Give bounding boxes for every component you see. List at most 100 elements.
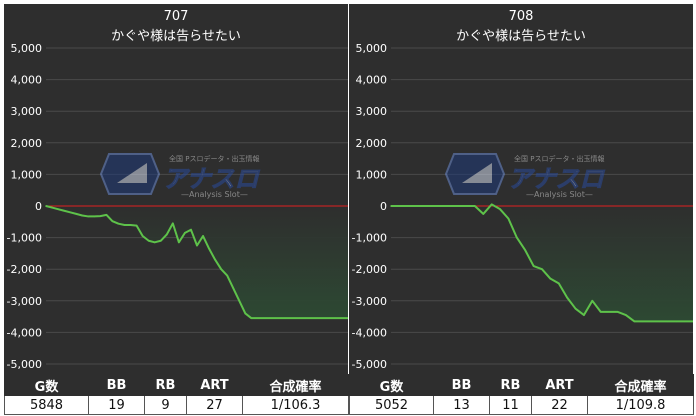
data-point [347,317,348,319]
data-point [250,317,253,319]
bb-value: 13 [433,395,490,415]
y-tick-label: 5,000 [11,42,43,55]
data-point [202,235,204,237]
data-point [244,312,247,315]
y-tick-label: 5,000 [356,42,388,55]
data-point [616,311,619,313]
data-point [625,314,627,316]
data-point [141,235,144,237]
data-point [292,317,295,319]
data-point [93,215,96,218]
svg-text:全国 Pスロデータ・出玉情報: 全国 Pスロデータ・出玉情報 [169,154,259,163]
rb-header: RB [489,374,532,396]
data-point [310,317,313,319]
y-tick-label: -4,000 [7,326,42,339]
data-point [675,320,678,323]
data-point [220,268,222,271]
art-value: 27 [186,395,243,415]
area-fill [391,204,693,322]
y-tick-label: 1,000 [11,168,43,181]
y-tick-label: -4,000 [352,326,387,339]
data-point [166,233,168,236]
data-point [398,205,401,207]
data-point [341,317,343,319]
combined-rate-value: 1/106.3 [242,395,349,415]
svg-text:アナスロ: アナスロ [508,165,606,193]
data-point [633,320,636,323]
data-point [172,222,174,225]
combined-rate-value: 1/109.8 [587,395,694,415]
data-point [57,208,59,210]
art-header: ART [186,374,243,396]
data-point [317,317,319,319]
games-header: G数 [4,374,89,396]
data-point [574,307,577,310]
data-point [650,320,652,323]
data-point [658,320,661,323]
data-point [262,317,265,319]
data-point [81,214,84,217]
data-point [190,228,192,231]
stats-value-row: 5052 13 11 22 1/109.8 [349,395,694,415]
y-tick-label: 2,000 [11,137,43,150]
data-point [516,236,518,239]
data-point [667,320,669,323]
stats-value-row: 5848 19 9 27 1/106.3 [4,395,349,415]
games-value: 5848 [4,395,89,415]
bb-header: BB [88,374,145,396]
data-point [129,224,132,226]
data-point [178,241,180,244]
data-point [541,268,543,271]
y-tick-label: 3,000 [11,105,43,118]
y-tick-label: -5,000 [7,358,42,371]
y-tick-label: 3,000 [356,105,388,118]
data-point [196,244,198,247]
data-point [147,239,150,242]
data-point [75,213,77,215]
data-point [238,300,241,302]
data-point [274,317,277,319]
data-point [111,220,114,222]
data-point [524,249,527,252]
data-point [474,205,476,207]
svg-text:アナスロ: アナスロ [163,165,261,193]
data-point [599,311,602,313]
data-point [532,265,535,267]
data-point [423,205,426,207]
y-tick-label: -3,000 [352,295,387,308]
svg-text:—Analysis Slot—: —Analysis Slot— [526,190,593,199]
data-point [457,205,459,207]
stats-header-row: G数 BB RB ART 合成確率 [4,374,349,396]
bb-value: 19 [88,395,145,415]
y-tick-label: 4,000 [11,74,43,87]
data-point [490,203,493,206]
stats-header-row: G数 BB RB ART 合成確率 [349,374,694,396]
y-tick-label: -3,000 [7,295,42,308]
data-point [298,317,301,319]
chart-panel-707: 707 かぐや様は告らせたい 5,000 4,000 3,000 2,000 1,000… [4,4,349,415]
data-point [557,282,560,285]
data-point [226,274,228,277]
data-point [440,205,443,207]
art-value: 22 [531,395,588,415]
area-fill [46,206,348,319]
svg-text:全国 Pスロデータ・出玉情報: 全国 Pスロデータ・出玉情報 [514,154,604,163]
data-point [583,314,585,316]
data-point [329,317,331,319]
data-point [406,205,409,207]
data-point [323,317,325,319]
svg-text:—Analysis Slot—: —Analysis Slot— [181,190,248,199]
y-tick-label: 4,000 [356,74,388,87]
data-point [105,214,108,216]
data-point [45,205,47,207]
y-tick-label: 2,000 [356,137,388,150]
data-point [390,205,392,207]
stats-table-708: G数 BB RB ART 合成確率 5052 13 11 22 1/109.8 [349,374,694,415]
data-point [465,205,468,207]
data-point [499,208,501,210]
data-point [256,317,259,319]
slump-chart-708: 5,000 4,000 3,000 2,000 1,000 0 -1,000 -2,000 -3… [352,42,693,371]
data-point [232,287,235,289]
y-tick-label: 0 [35,200,42,213]
